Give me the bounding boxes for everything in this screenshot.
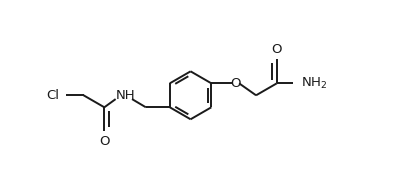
- Text: NH: NH: [115, 89, 135, 102]
- Text: NH$_2$: NH$_2$: [301, 76, 328, 91]
- Text: Cl: Cl: [46, 89, 59, 102]
- Text: O: O: [272, 43, 282, 56]
- Text: O: O: [99, 135, 110, 148]
- Text: O: O: [230, 77, 241, 90]
